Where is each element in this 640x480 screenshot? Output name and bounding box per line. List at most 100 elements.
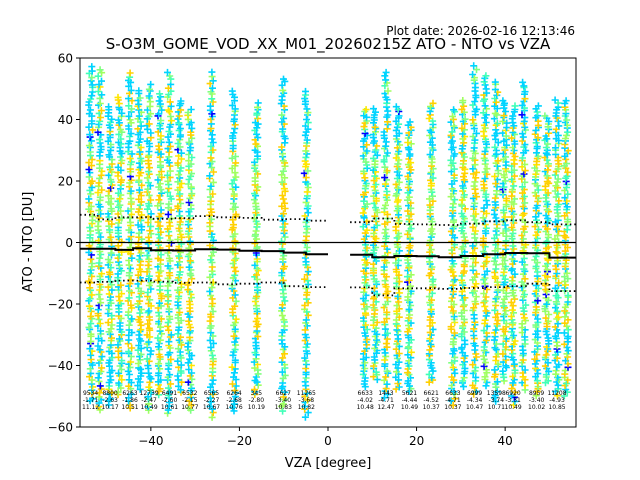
scatter-marker: [483, 267, 491, 275]
scatter-marker: [543, 237, 551, 245]
scatter-marker: [521, 123, 529, 131]
plot-date: Plot date: 2026-02-16 12:13:46: [386, 24, 575, 38]
scatter-marker: [302, 284, 310, 292]
scatter-marker: [85, 142, 93, 150]
scatter-marker: [185, 138, 193, 146]
scatter-marker: [232, 267, 240, 275]
scatter-marker: [88, 291, 96, 299]
scatter-marker: [554, 117, 562, 125]
scatter-marker: [145, 85, 153, 93]
scatter-marker: [461, 115, 469, 123]
scatter-marker: [544, 377, 552, 385]
scatter-marker: [116, 195, 124, 203]
scatter-marker: [303, 136, 311, 144]
scatter-marker: [460, 157, 467, 165]
scatter-marker: [426, 138, 434, 146]
scatter-marker: [118, 290, 125, 298]
scatter-marker: [384, 107, 392, 115]
scatter-marker: [278, 178, 286, 186]
scatter-marker: [382, 138, 390, 146]
scatter-marker: [363, 244, 371, 252]
bin-mean-label: -4.93: [549, 397, 565, 404]
scatter-marker: [450, 272, 458, 280]
scatter-marker: [450, 165, 458, 173]
scatter-marker: [185, 366, 193, 373]
scatter-marker: [564, 347, 572, 355]
scatter-marker: [370, 105, 377, 113]
bin-mean-label: -4.34: [467, 397, 483, 404]
scatter-marker: [534, 297, 542, 305]
scatter-marker: [502, 108, 509, 115]
scatter-marker: [134, 240, 142, 248]
scatter-marker: [228, 281, 236, 289]
bin-count-label: 6627: [276, 390, 291, 397]
scatter-marker: [491, 143, 499, 151]
scatter-marker: [469, 165, 477, 173]
scatter-marker: [469, 381, 477, 389]
scatter-marker: [555, 361, 563, 369]
scatter-marker: [492, 98, 500, 106]
scatter-marker: [471, 216, 479, 224]
scatter-marker: [164, 210, 172, 218]
scatter-marker: [449, 200, 457, 208]
scatter-marker: [98, 353, 106, 361]
scatter-marker: [553, 354, 561, 362]
scatter-marker: [371, 328, 379, 335]
scatter-marker: [136, 94, 144, 102]
scatter-marker: [94, 88, 102, 95]
scatter-marker: [137, 321, 145, 329]
scatter-marker: [154, 334, 162, 342]
scatter-marker: [303, 188, 311, 196]
scatter-marker: [207, 215, 215, 223]
bin-mean-label: -2.63: [102, 397, 118, 404]
scatter-marker: [115, 369, 123, 377]
bin-count-label: 6565: [204, 390, 219, 397]
scatter-marker: [363, 147, 371, 155]
scatter-marker: [479, 214, 487, 222]
scatter-marker: [155, 238, 162, 246]
scatter-marker: [302, 174, 310, 182]
scatter-marker: [117, 281, 125, 289]
scatter-marker: [458, 124, 466, 132]
scatter-marker: [519, 78, 527, 86]
bin-mean-label: -2.68: [226, 397, 242, 404]
scatter-marker: [532, 262, 540, 270]
scatter-marker: [186, 298, 193, 305]
scatter-marker: [96, 254, 104, 262]
scatter-marker: [450, 313, 458, 321]
scatter-marker: [381, 277, 389, 285]
scatter-marker: [361, 374, 369, 382]
scatter-marker: [186, 212, 194, 220]
scatter-marker: [207, 142, 215, 150]
scatter-marker: [175, 171, 183, 179]
scatter-marker: [97, 327, 104, 335]
scatter-marker: [137, 350, 145, 358]
scatter-marker: [533, 143, 541, 151]
bin-count-label: 6633: [445, 390, 460, 397]
bin-mean-label: -3.40: [529, 397, 545, 404]
scatter-marker: [394, 196, 402, 204]
scatter-marker: [519, 154, 526, 162]
scatter-marker: [361, 256, 369, 264]
scatter-marker: [177, 106, 185, 114]
bin-mean-label: -3.68: [299, 397, 315, 404]
scatter-marker: [395, 178, 403, 186]
scatter-marker: [87, 137, 95, 145]
scatter-marker: [451, 150, 459, 158]
scatter-marker: [230, 397, 238, 405]
scatter-marker: [232, 210, 240, 218]
scatter-marker: [134, 360, 142, 367]
scatter-marker: [157, 117, 165, 124]
scatter-marker: [97, 143, 105, 151]
bin-mean-label: -3.40: [276, 397, 292, 404]
scatter-marker: [303, 116, 310, 123]
scatter-marker: [175, 112, 183, 120]
scatter-marker: [511, 366, 519, 374]
scatter-marker: [304, 299, 312, 307]
scatter-marker: [303, 244, 311, 251]
scatter-marker: [501, 275, 509, 283]
scatter-marker: [89, 126, 97, 134]
scatter-marker: [491, 172, 499, 180]
scatter-marker: [521, 141, 529, 149]
scatter-marker: [373, 221, 381, 229]
